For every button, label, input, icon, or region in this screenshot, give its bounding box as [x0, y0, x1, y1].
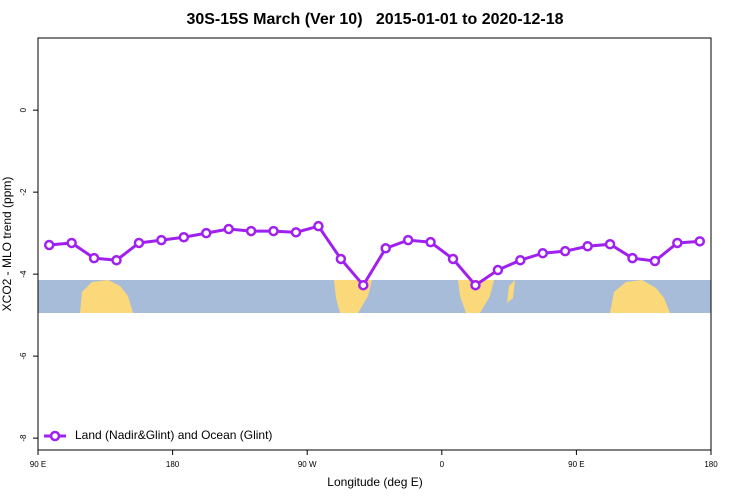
point [672, 237, 683, 249]
x-axis-label: Longitude (deg E) [327, 475, 422, 489]
point [201, 227, 212, 239]
point [111, 254, 122, 266]
chart-title: 30S-15S March (Ver 10) 2015-01-01 to 202… [186, 11, 563, 28]
point [245, 225, 257, 237]
point [694, 236, 706, 247]
x-tick-label: 90 E [568, 460, 584, 469]
point [447, 253, 459, 265]
x-tick-label: 90 W [298, 460, 317, 469]
series-line [49, 224, 700, 288]
point [88, 252, 100, 264]
point [380, 243, 391, 254]
point [537, 247, 548, 259]
point [223, 223, 234, 235]
legend-label: Land (Nadir&Glint) and Ocean (Glint) [75, 428, 272, 442]
point [604, 238, 616, 250]
point [492, 264, 504, 276]
point [335, 253, 347, 265]
y-axis-label: XCO2 - MLO trend (ppm) [0, 177, 14, 312]
y-tick-label: -4 [19, 270, 28, 278]
x-tick-label: 90 E [30, 460, 46, 469]
x-tick-label: 180 [704, 460, 718, 469]
point [290, 227, 302, 238]
x-tick-label: 0 [440, 460, 445, 469]
point [649, 255, 661, 267]
point [66, 237, 77, 249]
legend: Land (Nadir&Glint) and Ocean (Glint) [44, 428, 272, 442]
y-tick-label: -6 [19, 352, 28, 360]
point [178, 231, 190, 243]
point [313, 220, 324, 232]
y-tick-label: -8 [19, 434, 28, 442]
x-tick-label: 180 [166, 460, 180, 469]
point [559, 245, 571, 257]
point [425, 236, 436, 248]
point [515, 254, 526, 266]
point [156, 234, 167, 246]
point [133, 237, 145, 249]
point [582, 241, 593, 252]
y-tick-label: 0 [19, 107, 28, 112]
map-background [38, 280, 711, 313]
legend-marker [49, 430, 61, 442]
y-tick-label: -2 [19, 188, 28, 196]
point [43, 239, 55, 251]
point [358, 279, 369, 291]
point [470, 279, 481, 291]
point [402, 234, 414, 246]
point [268, 225, 279, 237]
point [627, 252, 638, 264]
plot-frame [37, 37, 712, 451]
